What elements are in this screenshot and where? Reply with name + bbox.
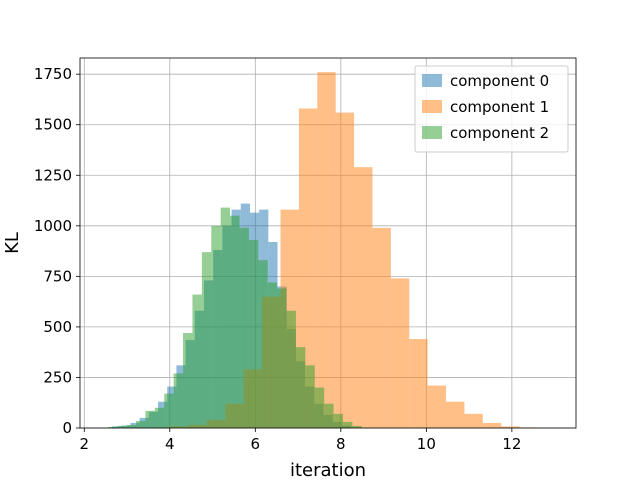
x-tick-label: 2 — [80, 435, 90, 453]
histogram-bar — [372, 227, 391, 428]
legend-swatch — [422, 100, 442, 113]
histogram-bar — [145, 410, 155, 428]
x-axis-ticks: 2 4 6 8 10 12 — [80, 428, 521, 453]
y-tick-label: 1500 — [34, 116, 72, 134]
histogram-bar — [173, 373, 184, 428]
histogram-bar — [230, 215, 240, 428]
y-tick-label: 1250 — [34, 166, 72, 184]
legend-swatch — [422, 126, 442, 139]
histogram-bar — [342, 421, 353, 428]
legend-box — [414, 65, 569, 153]
histogram-bar — [335, 112, 355, 429]
histogram-bar — [390, 278, 410, 428]
histogram-bar — [239, 227, 249, 428]
x-axis-label: iteration — [290, 460, 366, 480]
y-tick-label: 0 — [62, 419, 72, 437]
legend-label: component 0 — [450, 72, 549, 90]
histogram-bar — [126, 424, 137, 428]
histogram-bar — [501, 426, 520, 428]
histogram-bar — [277, 288, 287, 428]
x-tick-label: 10 — [417, 435, 436, 453]
histogram-bar — [354, 167, 373, 428]
series-2-bars — [107, 207, 362, 428]
histogram-bar — [464, 413, 483, 428]
y-tick-label: 750 — [43, 267, 72, 285]
y-tick-label: 1000 — [34, 217, 72, 235]
histogram-bar — [286, 310, 296, 428]
x-tick-label: 12 — [502, 435, 521, 453]
histogram-bars — [107, 72, 538, 429]
y-axis-label: KL — [2, 232, 23, 254]
histogram-bar — [117, 425, 127, 428]
histogram-bar — [317, 72, 336, 428]
histogram-bar — [324, 403, 334, 428]
histogram-bar — [267, 282, 278, 428]
histogram-bar — [295, 347, 306, 428]
y-tick-label: 1750 — [34, 65, 72, 83]
histogram-bar — [164, 393, 174, 428]
y-tick-label: 500 — [43, 318, 72, 336]
histogram-bar — [248, 239, 259, 428]
x-tick-label: 6 — [251, 435, 261, 453]
legend-label: component 1 — [450, 98, 549, 116]
histogram-bar — [220, 207, 231, 428]
histogram-bar — [192, 294, 202, 428]
histogram-bar — [183, 332, 193, 428]
histogram-bar — [446, 401, 465, 428]
histogram-bar — [409, 339, 428, 428]
histogram-bar — [211, 225, 221, 428]
histogram-bar — [107, 426, 118, 428]
histogram-bar — [482, 422, 502, 428]
plot-frame — [79, 57, 577, 429]
y-tick-label: 250 — [43, 368, 72, 386]
histogram-bar — [314, 387, 325, 428]
histogram-bar — [427, 385, 447, 428]
histogram-bar — [136, 420, 146, 428]
y-axis-ticks: 0 250 500 750 1000 1250 1500 1750 — [34, 65, 80, 437]
histogram-bar — [305, 365, 315, 428]
histogram-bar — [352, 425, 362, 428]
histogram-bar — [154, 407, 165, 428]
legend-swatch — [422, 74, 442, 87]
histogram-bar — [201, 252, 212, 428]
x-tick-label: 8 — [336, 435, 346, 453]
histogram-bar — [258, 260, 268, 428]
legend-label: component 2 — [450, 124, 549, 142]
legend: component 0 component 1 component 2 — [414, 65, 569, 153]
histogram-bar — [333, 413, 343, 428]
x-tick-label: 4 — [165, 435, 175, 453]
